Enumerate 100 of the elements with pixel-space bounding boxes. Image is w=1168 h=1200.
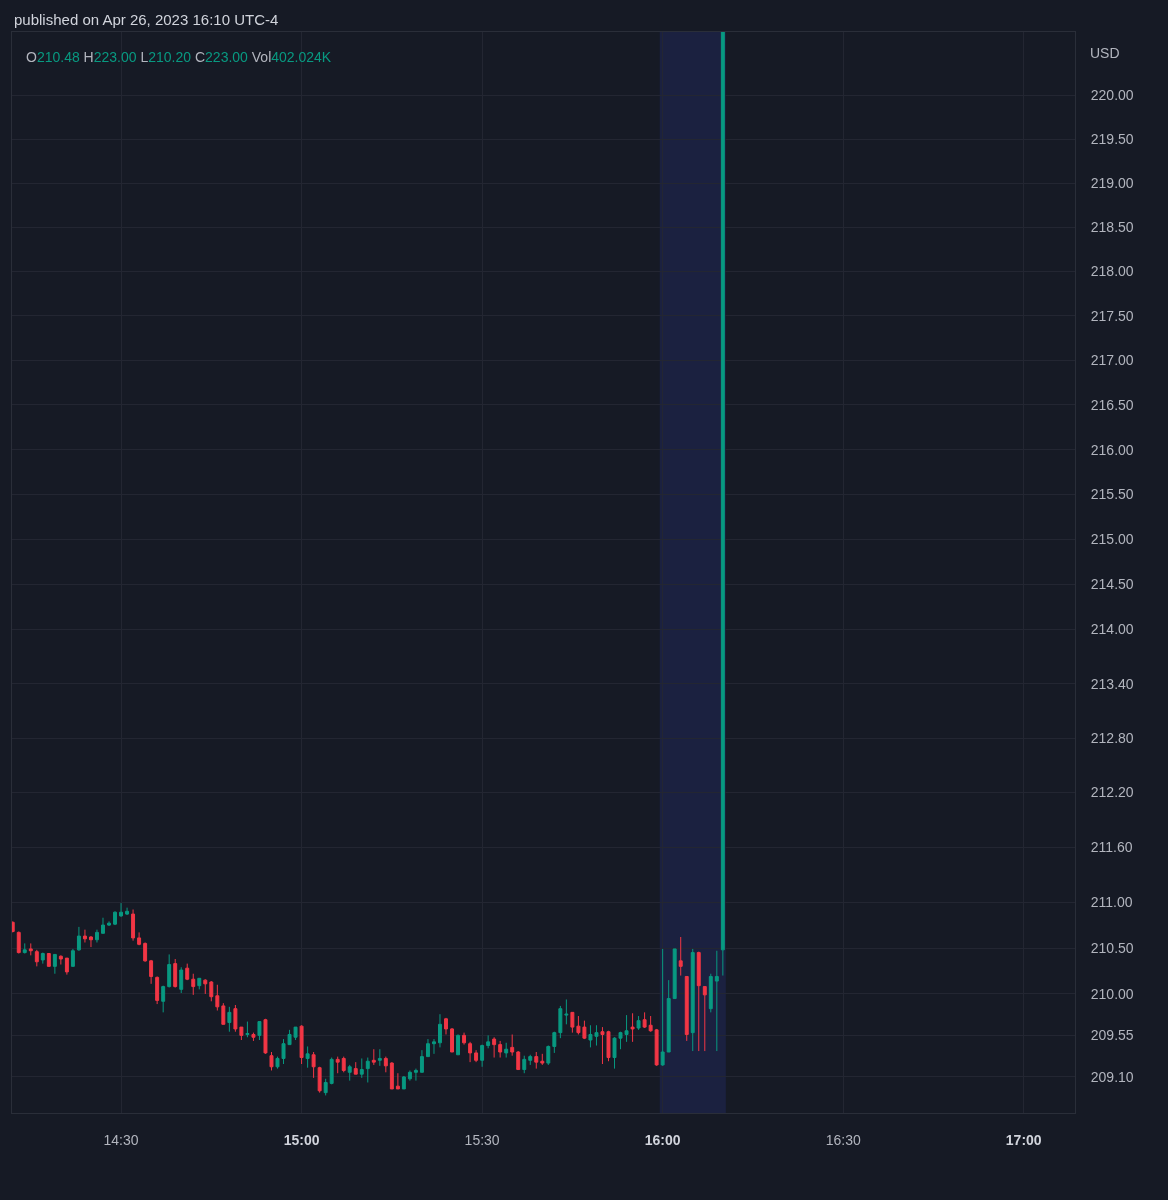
candlestick [377, 1048, 382, 1067]
y-tick-label: 220.00 [1090, 87, 1134, 104]
x-tick-label: 16:00 [644, 1131, 681, 1148]
candlestick [197, 977, 202, 990]
candlestick [107, 920, 111, 927]
candlestick [359, 1057, 364, 1079]
candlestick [468, 1041, 473, 1063]
candlestick [113, 910, 117, 926]
candlestick [678, 936, 683, 977]
candlestick [444, 1017, 448, 1035]
candlestick [425, 1038, 430, 1058]
candlestick [696, 951, 701, 1052]
candlestick [64, 957, 69, 976]
chart-title: published on Apr 26, 2023 16:10 UTC-4 [14, 11, 279, 29]
candlestick [365, 1057, 370, 1083]
candlestick [46, 953, 51, 967]
candlestick [498, 1040, 503, 1059]
candlestick [101, 917, 105, 934]
y-tick-label: 209.55 [1090, 1027, 1134, 1044]
candlestick [191, 973, 196, 996]
y-tick-label: 211.60 [1090, 839, 1133, 856]
candlestick [185, 963, 190, 981]
candlestick [540, 1053, 545, 1066]
candlestick [383, 1056, 388, 1073]
candlestick [251, 1032, 256, 1042]
candlestick [16, 930, 21, 955]
y-tick-label: 209.10 [1090, 1068, 1134, 1085]
candlestick [450, 1027, 455, 1053]
candlestick [40, 952, 45, 965]
candlestick [684, 975, 689, 1042]
y-axis-title: USD [1090, 45, 1120, 61]
candlestick [672, 948, 677, 1000]
candlestick [137, 931, 142, 946]
y-tick-label: 210.50 [1090, 939, 1134, 956]
x-tick-label: 16:30 [825, 1131, 861, 1148]
y-tick-label: 217.00 [1090, 352, 1134, 369]
candlestick [413, 1068, 418, 1082]
y-tick-label: 219.00 [1090, 175, 1134, 192]
candlestick [52, 953, 57, 975]
candlestick [474, 1049, 479, 1063]
candlestick [534, 1051, 539, 1070]
candlestick [522, 1055, 527, 1074]
candlestick [702, 986, 707, 1052]
candlestick [203, 979, 208, 995]
candlestick [407, 1069, 412, 1082]
candlestick [155, 975, 160, 1005]
candlestick [492, 1036, 497, 1059]
candlestick [34, 949, 39, 967]
candlestick [179, 966, 184, 994]
y-tick-label: 215.00 [1090, 531, 1134, 548]
candlestick [12, 920, 15, 933]
candlestick [558, 1005, 563, 1039]
y-tick-label: 214.00 [1090, 621, 1134, 638]
candlestick [257, 1021, 262, 1041]
y-tick-label: 218.50 [1090, 219, 1134, 236]
candlestick [299, 1024, 304, 1065]
candlestick [666, 979, 671, 1053]
candlestick [317, 1066, 322, 1094]
candlestick [401, 1075, 406, 1090]
y-tick-label: 217.50 [1090, 307, 1134, 324]
y-tick-label: 214.50 [1090, 576, 1134, 593]
candlestick [89, 936, 93, 948]
candlestick [323, 1078, 328, 1096]
candlestick [28, 942, 33, 956]
candlestick [335, 1056, 340, 1074]
candlestick [510, 1033, 515, 1057]
candlestick [245, 1021, 250, 1038]
candlestick [131, 908, 136, 942]
candlestick [630, 1012, 635, 1043]
candlestick [389, 1061, 394, 1090]
candlestick [119, 902, 124, 917]
candlestick [546, 1045, 551, 1066]
candlestick [690, 948, 695, 1052]
candlestick [642, 1011, 647, 1029]
candlestick [125, 907, 130, 915]
candlestick [708, 973, 713, 1013]
y-tick-label: 212.80 [1090, 729, 1134, 746]
candlestick [564, 998, 569, 1025]
candlestick [94, 929, 99, 943]
y-tick-label: 212.20 [1090, 784, 1134, 801]
y-tick-label: 219.50 [1090, 130, 1134, 147]
candlestick [167, 953, 172, 989]
candlestick [660, 948, 665, 1067]
candlestick [221, 1002, 226, 1025]
candlestick [161, 985, 166, 1013]
candlestick [173, 958, 178, 989]
candlestick [347, 1064, 352, 1082]
candlestick [636, 1015, 641, 1031]
candlestick [215, 984, 220, 1012]
candlestick [58, 955, 63, 966]
candlestick [395, 1072, 400, 1090]
y-tick-label: 216.50 [1090, 396, 1134, 413]
x-tick-label: 15:30 [464, 1131, 500, 1148]
candlestick [311, 1051, 316, 1079]
y-tick-label: 213.40 [1090, 675, 1134, 692]
candlestick [227, 1006, 232, 1033]
candlestick [654, 1028, 659, 1067]
candlestick [209, 980, 214, 1002]
candlestick [462, 1032, 467, 1046]
candlestick [480, 1044, 485, 1068]
